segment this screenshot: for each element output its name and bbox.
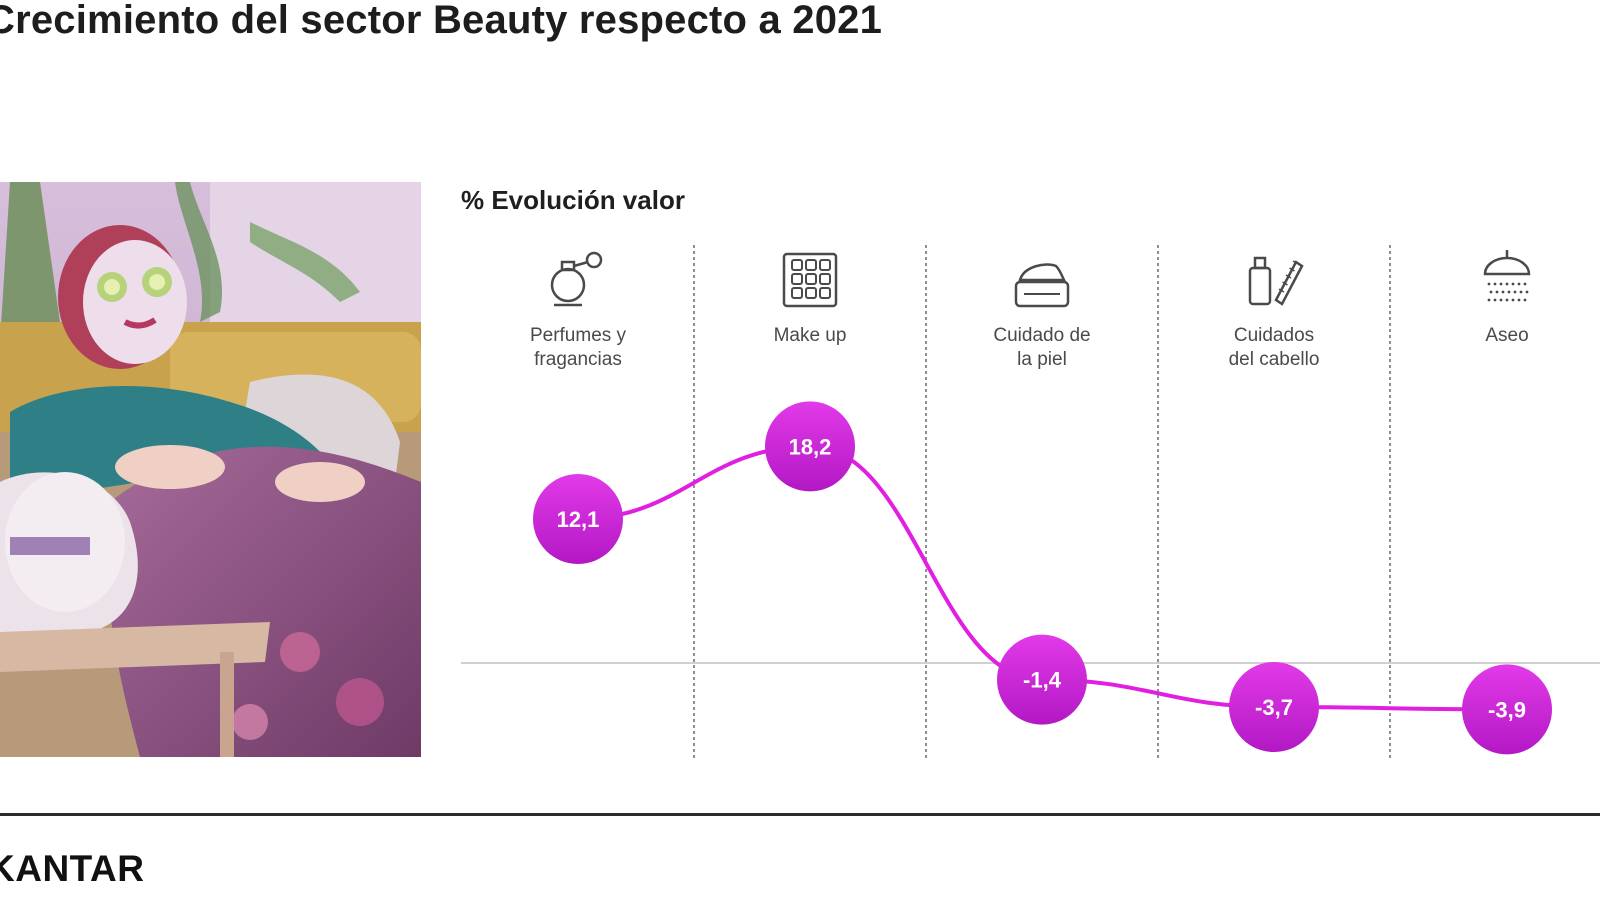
category-label-line: la piel <box>1017 349 1067 370</box>
category-label: Aseo <box>1485 325 1528 346</box>
data-label: 18,2 <box>789 434 832 459</box>
category-label-line: Perfumes y <box>530 325 627 346</box>
cream-jar-icon <box>1014 263 1070 308</box>
footer-divider <box>0 813 1600 816</box>
data-point <box>765 401 855 492</box>
category-label-line: Aseo <box>1485 325 1528 346</box>
data-point <box>1462 664 1552 755</box>
woman-face-mask-photo <box>0 182 421 757</box>
data-label: -1,4 <box>1023 668 1062 693</box>
category-label: Cuidados del cabello <box>1229 325 1320 370</box>
data-label: -3,7 <box>1255 695 1293 720</box>
category-label: Cuidado de la piel <box>993 325 1090 370</box>
data-point <box>533 474 623 565</box>
category-label-line: Cuidado de <box>993 325 1090 346</box>
perfume-bottle-icon <box>550 251 603 307</box>
category-label-line: Make up <box>774 325 847 346</box>
data-label: -3,9 <box>1488 697 1526 722</box>
hair-care-icon <box>1248 256 1304 306</box>
category-label: Perfumes y fragancias <box>530 325 627 370</box>
chart-title: % Evolución valor <box>461 185 685 215</box>
data-label: 12,1 <box>557 507 600 532</box>
category-label-line: fragancias <box>534 349 622 370</box>
makeup-palette-icon <box>782 252 838 308</box>
kantar-logo: KANTAR <box>0 848 145 889</box>
page-title: Crecimiento del sector Beauty respecto a… <box>0 0 883 42</box>
category-label: Make up <box>774 325 847 346</box>
shower-icon <box>1483 250 1531 302</box>
category-label-line: del cabello <box>1229 349 1320 370</box>
category-label-line: Cuidados <box>1234 325 1314 346</box>
data-point <box>997 634 1087 725</box>
data-point <box>1229 662 1319 753</box>
